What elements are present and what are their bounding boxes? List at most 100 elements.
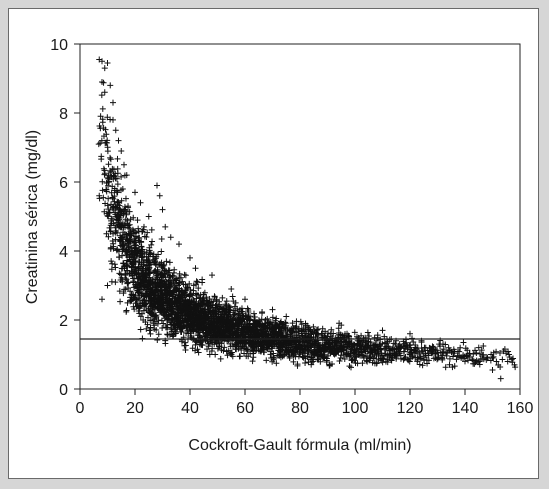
data-point [112, 205, 119, 212]
data-point [110, 99, 116, 106]
data-point [442, 364, 449, 371]
data-point [298, 321, 305, 328]
data-point [101, 89, 108, 96]
data-point [154, 336, 161, 343]
data-point [116, 288, 123, 295]
data-point [255, 317, 262, 324]
data-point [217, 355, 224, 362]
data-point [101, 65, 108, 72]
data-point [163, 258, 170, 265]
data-point [440, 346, 447, 353]
data-point [114, 165, 121, 172]
data-point [139, 310, 146, 317]
data-point [119, 252, 126, 259]
data-point [138, 238, 145, 245]
data-point [193, 278, 200, 285]
data-point [417, 355, 424, 362]
data-point [409, 354, 416, 361]
data-point [187, 254, 193, 261]
data-point [179, 325, 186, 332]
data-point [359, 360, 366, 367]
data-point [162, 340, 169, 347]
data-point [199, 276, 206, 283]
data-point [135, 289, 142, 296]
data-point [160, 320, 167, 327]
data-point [190, 287, 197, 294]
data-point [120, 240, 127, 247]
y-tick-label: 0 [59, 382, 68, 399]
data-point [100, 165, 107, 172]
data-point [407, 346, 414, 353]
data-point [121, 161, 127, 168]
data-point [161, 265, 168, 272]
data-point [227, 304, 234, 311]
y-tick-label: 4 [59, 244, 68, 261]
data-point [414, 354, 421, 361]
data-point [154, 182, 160, 189]
data-point [269, 306, 276, 313]
data-point [473, 357, 480, 364]
data-point [110, 116, 116, 123]
data-point [135, 225, 142, 232]
data-point [114, 155, 121, 162]
data-point [133, 242, 140, 249]
data-point [98, 137, 105, 144]
data-point [259, 310, 266, 317]
data-point [115, 137, 122, 144]
data-point [419, 362, 426, 369]
data-point [116, 254, 123, 261]
data-point [403, 339, 410, 346]
data-point [429, 343, 436, 350]
data-point [209, 345, 216, 352]
data-point [223, 298, 230, 305]
data-point [136, 234, 143, 241]
data-point [506, 351, 512, 358]
data-point [195, 285, 202, 292]
data-point [308, 361, 315, 368]
data-point [222, 301, 229, 308]
data-point [325, 352, 332, 359]
data-point [196, 332, 203, 339]
data-point [177, 274, 184, 281]
data-point [373, 360, 380, 367]
data-point [234, 305, 241, 312]
data-point [103, 186, 110, 193]
data-point [499, 356, 506, 363]
data-point [476, 361, 483, 368]
data-point [99, 78, 105, 85]
data-point [364, 329, 371, 336]
data-point [270, 356, 277, 363]
data-point [176, 241, 182, 248]
data-point [212, 351, 219, 358]
data-point [302, 359, 309, 366]
data-point [350, 350, 357, 357]
data-point [159, 206, 166, 213]
data-point [435, 349, 442, 356]
data-point [272, 317, 279, 324]
data-point [397, 355, 404, 362]
x-tick-label: 140 [452, 400, 479, 417]
data-point [141, 233, 148, 240]
data-point [480, 343, 487, 350]
data-point [112, 175, 119, 182]
data-point [106, 209, 113, 216]
data-point [196, 294, 203, 301]
data-point [489, 354, 496, 361]
data-point [249, 358, 256, 365]
data-point [124, 299, 131, 306]
data-point [120, 260, 127, 267]
data-point [340, 347, 347, 354]
data-point [225, 347, 232, 354]
data-point [108, 266, 115, 273]
y-tick-label: 2 [59, 313, 68, 330]
data-point [410, 338, 417, 345]
data-point [508, 356, 515, 363]
data-point [239, 308, 246, 315]
data-point [99, 105, 106, 112]
data-point [104, 59, 111, 66]
data-point [132, 241, 139, 248]
data-point [313, 327, 320, 334]
data-point [107, 82, 114, 89]
data-point [411, 350, 418, 357]
data-point [105, 206, 112, 213]
